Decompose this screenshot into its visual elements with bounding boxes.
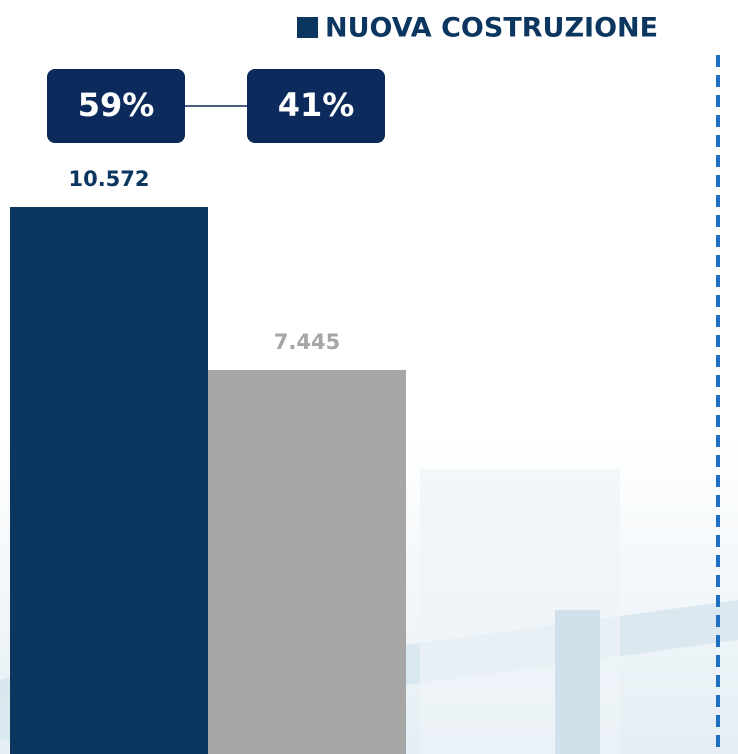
- share-label: 41%: [278, 86, 355, 124]
- value-label: 10.572: [68, 167, 149, 191]
- share-box: [247, 69, 385, 143]
- share-box: [47, 69, 185, 143]
- bar: [208, 369, 406, 754]
- legend-swatch: [297, 17, 318, 38]
- legend-label: NUOVA COSTRUZIONE: [325, 13, 658, 44]
- share-label: 59%: [78, 86, 155, 124]
- value-label: 7.445: [274, 330, 340, 354]
- bar: [10, 206, 208, 754]
